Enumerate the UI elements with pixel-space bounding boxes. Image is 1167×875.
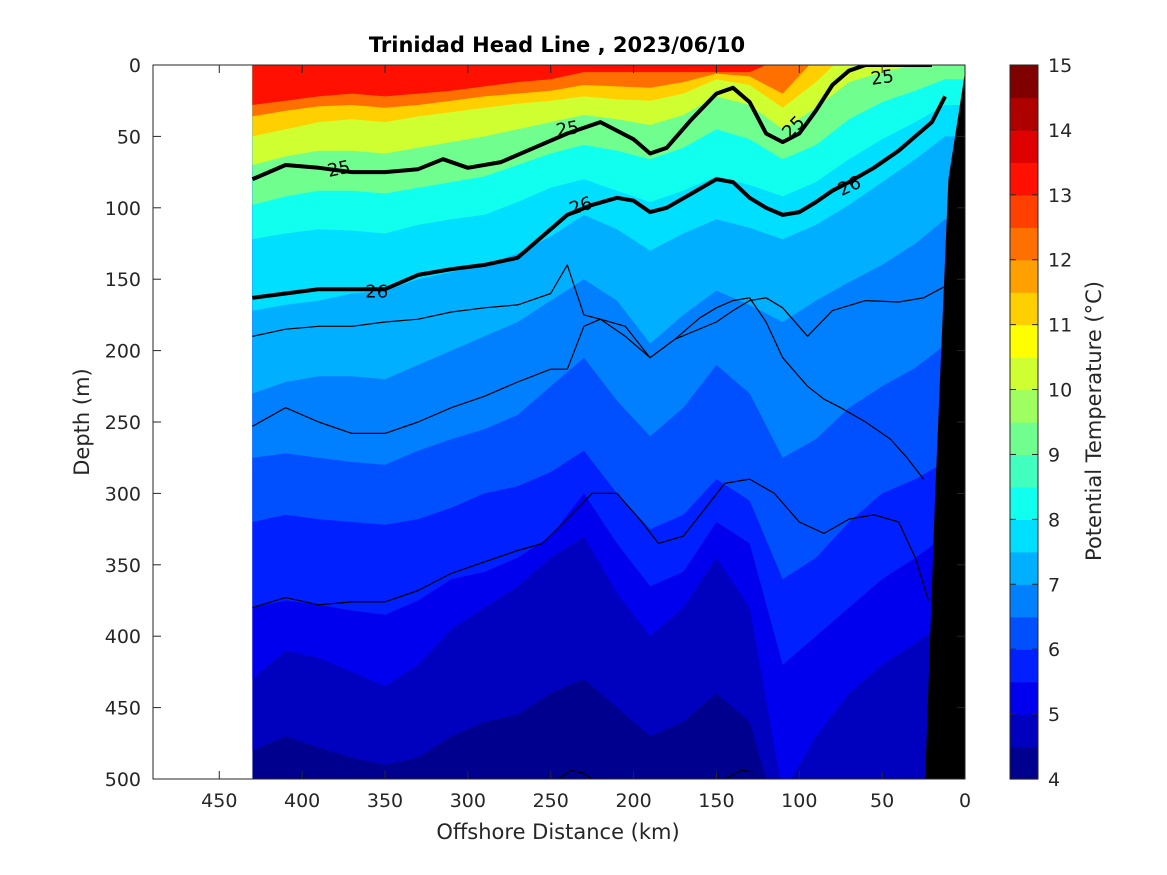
- y-axis-ticks: 0 50 100 150 200 250 300 350 400 450 500: [105, 55, 965, 791]
- colorbar-tick-label: 5: [1048, 704, 1060, 726]
- colorbar-label: Potential Temperature (°C): [1082, 281, 1106, 561]
- colorbar-swatch: [1010, 259, 1038, 293]
- x-tick-label: 150: [698, 790, 734, 812]
- colorbar: 4 5 6 7 8 9 10 11 12 13 14 15: [1009, 55, 1072, 791]
- y-tick-label: 200: [105, 341, 141, 363]
- colorbar-swatch: [1010, 649, 1038, 683]
- contour-label: 25: [870, 66, 896, 90]
- colorbar-swatch: [1010, 681, 1038, 715]
- y-tick-label: 0: [129, 55, 141, 77]
- contour-label: 25: [554, 117, 580, 142]
- x-tick-label: 300: [450, 790, 486, 812]
- y-tick-label: 300: [105, 483, 141, 505]
- x-tick-label: 400: [284, 790, 320, 812]
- colorbar-swatch: [1010, 227, 1038, 261]
- colorbar-tick-label: 8: [1048, 509, 1060, 531]
- colorbar-swatch: [1010, 129, 1038, 163]
- chart-title: Trinidad Head Line , 2023/06/10: [369, 33, 745, 57]
- density-contour-thin: [558, 769, 593, 779]
- x-axis-label: Offshore Distance (km): [436, 820, 679, 844]
- colorbar-swatch: [1010, 486, 1038, 520]
- colorbar-swatch: [1010, 65, 1038, 99]
- x-tick-label: 200: [615, 790, 651, 812]
- colorbar-tick-label: 12: [1048, 250, 1072, 272]
- colorbar-swatch: [1010, 422, 1038, 456]
- colorbar-swatch: [1010, 551, 1038, 585]
- y-tick-label: 50: [117, 126, 141, 148]
- contour-label: 26: [365, 282, 388, 303]
- x-tick-label: 0: [959, 790, 971, 812]
- colorbar-swatch: [1010, 746, 1038, 780]
- y-tick-label: 150: [105, 269, 141, 291]
- y-tick-label: 450: [105, 698, 141, 720]
- density-contour-thin: [252, 297, 925, 480]
- y-tick-label: 400: [105, 626, 141, 648]
- x-tick-label: 350: [367, 790, 403, 812]
- colorbar-swatch: [1010, 357, 1038, 391]
- colorbar-tick-label: 6: [1048, 639, 1060, 661]
- x-tick-label: 450: [201, 790, 237, 812]
- colorbar-tick-label: 15: [1048, 55, 1072, 77]
- colorbar-tick-label: 14: [1048, 120, 1072, 142]
- colorbar-tick-label: 4: [1048, 769, 1060, 791]
- x-tick-label: 250: [533, 790, 569, 812]
- colorbar-swatch: [1010, 616, 1038, 650]
- colorbar-swatch: [1010, 97, 1038, 131]
- colorbar-swatch: [1010, 389, 1038, 423]
- colorbar-tick-label: 10: [1048, 380, 1072, 402]
- x-tick-label: 50: [870, 790, 894, 812]
- colorbar-swatch: [1010, 584, 1038, 618]
- colorbar-tick-label: 11: [1048, 315, 1072, 337]
- y-tick-label: 250: [105, 412, 141, 434]
- temperature-band: [252, 65, 767, 105]
- contour-label: 25: [326, 157, 353, 182]
- colorbar-swatch: [1010, 194, 1038, 228]
- density-contours: [251, 65, 947, 779]
- y-tick-label: 500: [105, 769, 141, 791]
- y-tick-label: 350: [105, 555, 141, 577]
- colorbar-swatch: [1010, 162, 1038, 196]
- colorbar-swatch: [1010, 324, 1038, 358]
- contour-label-text: 25: [326, 157, 353, 182]
- density-contour-thick: [251, 65, 932, 182]
- density-contour-thick: [252, 95, 947, 300]
- colorbar-frame: [1009, 64, 1039, 780]
- colorbar-swatch: [1010, 519, 1038, 553]
- colorbar-swatch: [1010, 292, 1038, 326]
- colorbar-swatch: [1010, 454, 1038, 488]
- x-axis-ticks: 450 400 350 300 250 200 150 100 50 0: [201, 65, 971, 812]
- y-axis-label: Depth (m): [70, 368, 94, 475]
- contour-label-text: 25: [870, 66, 896, 90]
- colorbar-swatch: [1010, 714, 1038, 748]
- colorbar-tick-label: 9: [1048, 444, 1060, 466]
- y-tick-label: 100: [105, 198, 141, 220]
- seafloor-bathymetry: [925, 65, 965, 779]
- colorbar-tick-label: 7: [1048, 574, 1060, 596]
- contour-label-text: 25: [554, 117, 580, 142]
- density-contour-thin: [252, 478, 930, 609]
- density-contour-thin: [252, 264, 946, 359]
- colorbar-tick-label: 13: [1048, 185, 1072, 207]
- density-contour-thin: [724, 769, 753, 779]
- contour-label-text: 26: [365, 282, 388, 303]
- x-tick-label: 100: [781, 790, 817, 812]
- temperature-field: [252, 65, 965, 779]
